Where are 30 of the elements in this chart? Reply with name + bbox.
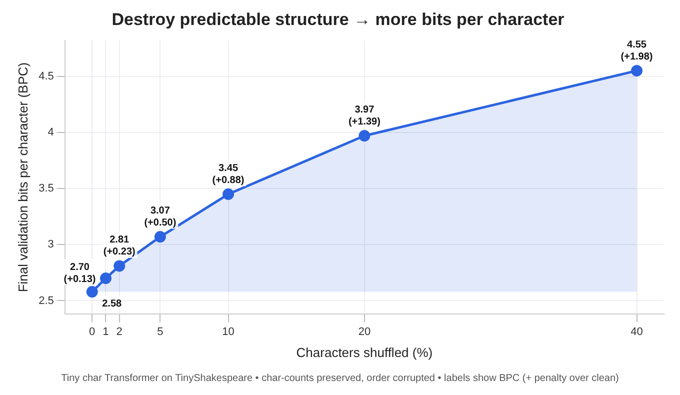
x-tick-label: 5 <box>157 326 164 338</box>
y-tick-label: 4 <box>48 126 54 138</box>
x-tick-label: 20 <box>358 326 371 338</box>
x-tick-label: 0 <box>89 326 96 338</box>
x-tick-label: 40 <box>630 326 643 338</box>
point <box>631 64 643 76</box>
y-tick-label: 3.5 <box>38 182 54 195</box>
data-label: 2.81 (+0.23) <box>103 234 136 258</box>
y-tick-label: 4.5 <box>38 70 54 82</box>
point <box>358 130 370 142</box>
data-label: 3.45 (+0.88) <box>212 162 244 186</box>
point <box>154 231 166 243</box>
text: Tiny char Transformer on TinyShakespeare • char-counts preserved, order corrupted • labels show BPC (+ penalty over clean) <box>61 373 619 384</box>
data-label: 4.55 (+1.98) <box>620 39 653 62</box>
data-label: 3.07 (+0.50) <box>144 206 176 229</box>
data-label: 3.97 (+1.39) <box>348 104 380 128</box>
x-tick-label: 2 <box>116 326 122 338</box>
y-tick-label: 2.5 <box>38 294 54 307</box>
point <box>222 188 234 200</box>
point <box>100 272 112 284</box>
y-tick-label: 3 <box>48 238 54 251</box>
y-axis-title: Final validation bits per character (BPC) <box>15 62 30 292</box>
point <box>86 286 98 298</box>
point <box>114 260 126 272</box>
chart-title: Destroy predictable structure → more bits per character <box>112 10 565 29</box>
x-axis-title: Characters shuffled (%) <box>296 344 433 360</box>
data-label: 2.70 (+0.13) <box>64 262 96 286</box>
data-label: 2.58 <box>102 298 122 310</box>
x-tick-label: 10 <box>222 326 234 338</box>
x-tick-label: 1 <box>102 326 109 338</box>
